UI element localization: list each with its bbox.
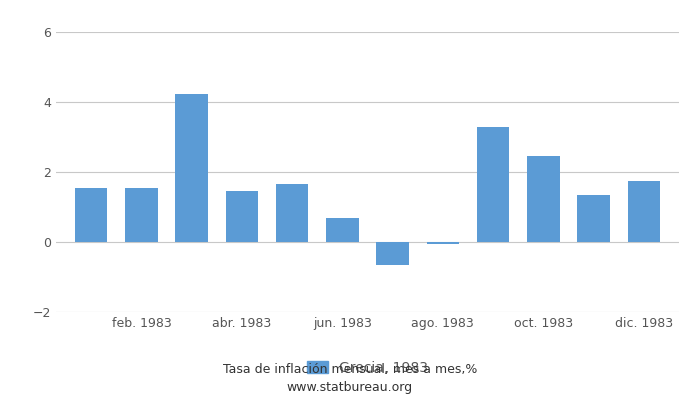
Text: Tasa de inflación mensual, mes a mes,%: Tasa de inflación mensual, mes a mes,% — [223, 364, 477, 376]
Bar — [175, 94, 208, 242]
Text: www.statbureau.org: www.statbureau.org — [287, 382, 413, 394]
Bar — [125, 188, 158, 242]
Bar — [426, 242, 459, 244]
Bar — [326, 218, 358, 242]
Legend: Grecia, 1983: Grecia, 1983 — [302, 355, 433, 380]
Bar — [276, 184, 309, 242]
Bar — [578, 195, 610, 242]
Bar — [627, 181, 660, 242]
Bar — [225, 191, 258, 242]
Bar — [477, 126, 510, 242]
Bar — [75, 188, 108, 242]
Bar — [377, 242, 409, 265]
Bar — [527, 156, 560, 242]
